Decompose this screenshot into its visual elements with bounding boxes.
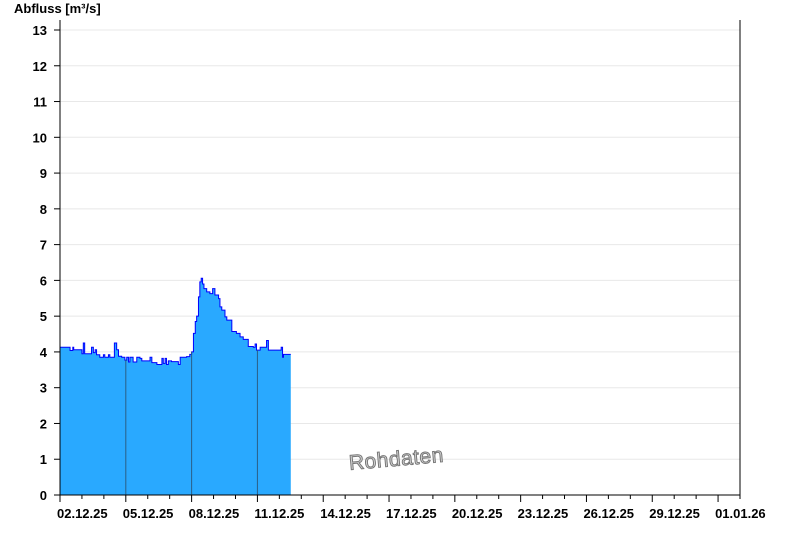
x-tick-label: 14.12.25 bbox=[320, 506, 371, 521]
y-tick-label: 8 bbox=[40, 202, 47, 217]
y-tick-label: 5 bbox=[40, 309, 47, 324]
y-tick-label: 9 bbox=[40, 166, 47, 181]
x-tick-label: 01.01.26 bbox=[715, 506, 766, 521]
x-tick-label: 26.12.25 bbox=[583, 506, 634, 521]
x-tick-label: 02.12.25 bbox=[57, 506, 108, 521]
y-tick-label: 1 bbox=[40, 452, 47, 467]
y-tick-label: 12 bbox=[33, 59, 47, 74]
x-tick-label: 20.12.25 bbox=[452, 506, 503, 521]
y-tick-label: 13 bbox=[33, 23, 47, 38]
discharge-line bbox=[60, 277, 291, 365]
x-tick-label: 11.12.25 bbox=[254, 506, 304, 521]
y-tick-label: 10 bbox=[33, 130, 47, 145]
y-tick-label: 0 bbox=[40, 488, 47, 503]
y-axis-label: Abfluss [m³/s] bbox=[14, 1, 101, 16]
y-tick-label: 4 bbox=[40, 345, 48, 360]
x-tick-label: 08.12.25 bbox=[189, 506, 240, 521]
x-tick-label: 05.12.25 bbox=[123, 506, 174, 521]
y-tick-label: 3 bbox=[40, 381, 47, 396]
x-tick-label: 17.12.25 bbox=[386, 506, 437, 521]
y-tick-label: 6 bbox=[40, 273, 47, 288]
y-tick-label: 7 bbox=[40, 238, 47, 253]
y-tick-label: 11 bbox=[33, 95, 47, 110]
x-tick-label: 23.12.25 bbox=[518, 506, 569, 521]
y-tick-label: 2 bbox=[40, 416, 47, 431]
x-tick-label: 29.12.25 bbox=[649, 506, 700, 521]
discharge-area bbox=[60, 278, 291, 495]
